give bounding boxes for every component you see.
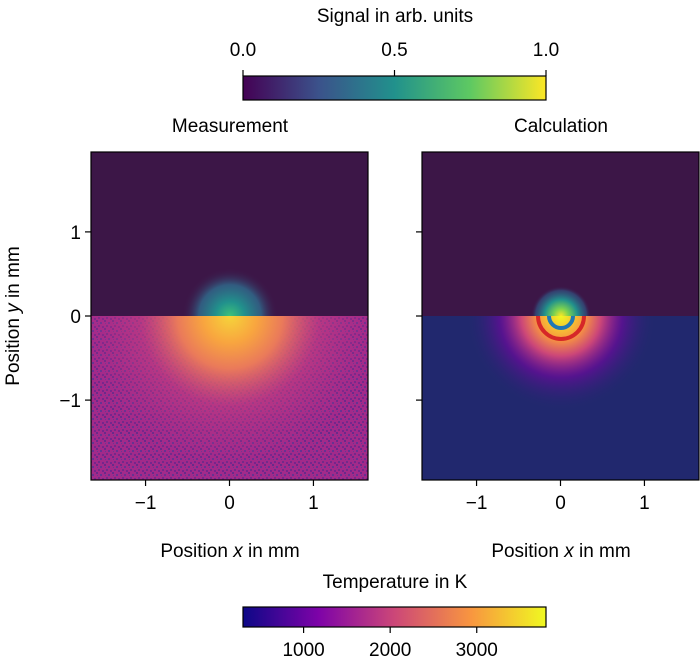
temperature-colorbar: Temperature in K 1000 2000 3000 bbox=[242, 572, 547, 661]
x-tick-label: 1 bbox=[308, 493, 319, 514]
x-tick-label: 0 bbox=[555, 493, 566, 514]
x-tick-label: −1 bbox=[466, 493, 488, 514]
y-tick-label: 0 bbox=[70, 307, 81, 328]
calculation-y-ticks bbox=[416, 231, 422, 401]
calculation-temperature-glow bbox=[422, 316, 699, 480]
measurement-y-ticks: 1 0 −1 bbox=[59, 223, 91, 412]
x-tick-label: −1 bbox=[135, 493, 157, 514]
signal-tick-label: 0.0 bbox=[230, 40, 256, 61]
calculation-heatmap bbox=[422, 152, 699, 480]
measurement-x-ticks: −1 0 1 bbox=[135, 480, 319, 514]
calculation-x-axis-label: Position x in mm bbox=[491, 541, 630, 562]
signal-tick-label: 1.0 bbox=[533, 40, 559, 61]
measurement-panel: Measurement −1 0 1 1 0 −1 Position x in mm P… bbox=[3, 116, 369, 562]
signal-tick-label: 0.5 bbox=[381, 40, 407, 61]
y-axis-label: Position y in mm bbox=[3, 246, 24, 385]
temperature-colorbar-gradient bbox=[242, 606, 547, 628]
signal-colorbar-label: Signal in arb. units bbox=[317, 6, 473, 27]
calculation-x-ticks: −1 0 1 bbox=[466, 480, 650, 514]
temperature-tick-label: 2000 bbox=[369, 640, 411, 661]
measurement-signal-glow bbox=[91, 152, 368, 316]
temperature-tick-label: 1000 bbox=[282, 640, 324, 661]
x-tick-label: 0 bbox=[224, 493, 235, 514]
y-tick-label: −1 bbox=[59, 391, 81, 412]
measurement-x-axis-label: Position x in mm bbox=[160, 541, 299, 562]
calculation-panel: Calculation −1 0 1 Position x in mm bbox=[416, 116, 700, 562]
y-tick-label: 1 bbox=[70, 223, 81, 244]
x-tick-label: 1 bbox=[639, 493, 650, 514]
measurement-heatmap bbox=[91, 152, 368, 480]
calculation-title: Calculation bbox=[514, 116, 608, 137]
temperature-colorbar-label: Temperature in K bbox=[323, 572, 468, 593]
calculation-red-contour bbox=[536, 315, 586, 341]
calculation-blue-contour bbox=[547, 315, 575, 330]
signal-colorbar-gradient bbox=[242, 75, 547, 101]
temperature-tick-label: 3000 bbox=[456, 640, 498, 661]
measurement-title: Measurement bbox=[172, 116, 289, 137]
measurement-temperature-glow bbox=[91, 316, 368, 480]
calculation-signal-glow bbox=[422, 152, 699, 316]
temperature-colorbar-ticks: 1000 2000 3000 bbox=[282, 627, 498, 661]
signal-colorbar: Signal in arb. units 0.0 0.5 1.0 bbox=[230, 6, 559, 101]
signal-colorbar-ticks: 0.0 0.5 1.0 bbox=[230, 40, 559, 76]
